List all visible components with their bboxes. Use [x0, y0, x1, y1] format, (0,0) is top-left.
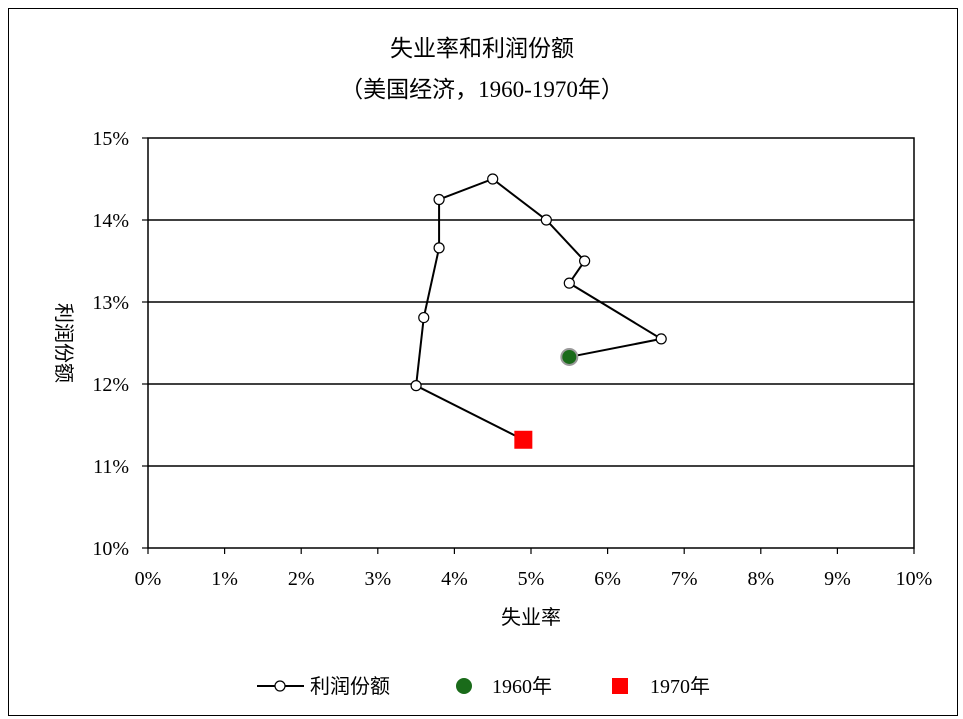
x-tick-label: 6% — [594, 568, 621, 590]
x-tick-label: 3% — [364, 568, 391, 590]
profit-share-point — [433, 193, 445, 206]
y-tick-label: 14% — [92, 210, 129, 232]
y-axis-label: 利润份额 — [52, 303, 75, 383]
x-axis-ticks: 0% 1% 2% 3% 4% 5% 6% 7% 8% 9% 10% — [135, 548, 933, 590]
x-tick-label: 4% — [441, 568, 468, 590]
profit-share-line — [415, 177, 664, 441]
profit-share-point — [418, 311, 430, 324]
x-axis-label: 失业率 — [501, 606, 561, 629]
legend-1970-swatch — [612, 678, 628, 694]
plot-area — [147, 137, 915, 549]
y-tick-label: 11% — [93, 456, 129, 478]
profit-share-point — [433, 242, 445, 254]
x-tick-label: 9% — [824, 568, 851, 590]
profit-share-point — [487, 173, 499, 185]
x-tick-label: 10% — [896, 568, 933, 590]
y-tick-label: 15% — [92, 128, 129, 150]
y-tick-label: 13% — [92, 292, 129, 314]
legend: 利润份额 1960年 1970年 — [257, 675, 710, 698]
data-series — [410, 173, 667, 449]
chart-frame — [8, 8, 958, 716]
marker-1960 — [560, 347, 579, 366]
profit-share-point — [579, 255, 591, 267]
x-tick-label: 8% — [747, 568, 774, 590]
legend-label-1970: 1970年 — [650, 675, 710, 698]
x-tick-label: 2% — [288, 568, 315, 590]
legend-1960-swatch — [456, 678, 472, 694]
legend-label-profit-share: 利润份额 — [310, 675, 390, 698]
profit-share-point — [540, 214, 552, 226]
legend-open-circle-swatch — [274, 680, 286, 692]
x-tick-label: 5% — [518, 568, 545, 590]
x-tick-label: 7% — [671, 568, 698, 590]
profit-share-point — [410, 380, 422, 392]
y-tick-label: 12% — [92, 374, 129, 396]
marker-1970 — [514, 430, 533, 449]
y-tick-label: 10% — [92, 538, 129, 560]
x-tick-label: 0% — [135, 568, 162, 590]
profit-share-point — [655, 333, 667, 345]
legend-label-1960: 1960年 — [492, 675, 552, 698]
gridlines — [148, 219, 914, 467]
chart-title: 失业率和利润份额 — [390, 36, 574, 61]
chart-subtitle: （美国经济，1960-1970年） — [340, 77, 624, 102]
y-axis-ticks: 10% 11% 12% 13% 14% 15% — [92, 128, 148, 560]
profit-share-point — [563, 277, 575, 289]
x-tick-label: 1% — [211, 568, 238, 590]
